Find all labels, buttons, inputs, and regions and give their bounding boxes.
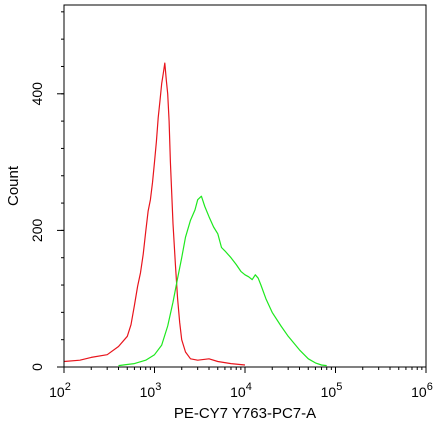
- x-tick-base: 10: [49, 384, 65, 400]
- x-tick-exponent: 2: [65, 381, 71, 393]
- x-tick-label: 105: [321, 381, 343, 400]
- x-tick-label: 103: [140, 381, 162, 400]
- x-tick-exponent: 5: [336, 381, 342, 393]
- x-tick-label: 106: [411, 381, 433, 400]
- x-tick-base: 10: [140, 384, 156, 400]
- y-tick-label: 0: [29, 363, 45, 371]
- y-axis-title: Count: [5, 165, 22, 206]
- x-tick-base: 10: [230, 384, 246, 400]
- histogram-series-1: [63, 62, 246, 366]
- x-tick-exponent: 4: [246, 381, 252, 393]
- x-tick-label: 102: [49, 381, 71, 400]
- x-tick-exponent: 3: [155, 381, 161, 393]
- x-tick-base: 10: [411, 384, 427, 400]
- x-tick-label: 104: [230, 381, 252, 400]
- x-axis-title: PE-CY7 Y763-PC7-A: [174, 405, 316, 422]
- histogram-series-2: [118, 195, 327, 367]
- series-layer: [63, 62, 327, 367]
- plot-frame: [63, 4, 427, 368]
- x-tick-base: 10: [321, 384, 337, 400]
- y-tick-label: 200: [29, 219, 45, 243]
- ticks-layer: [57, 11, 427, 373]
- x-tick-exponent: 6: [427, 381, 433, 393]
- y-tick-label: 400: [29, 82, 45, 106]
